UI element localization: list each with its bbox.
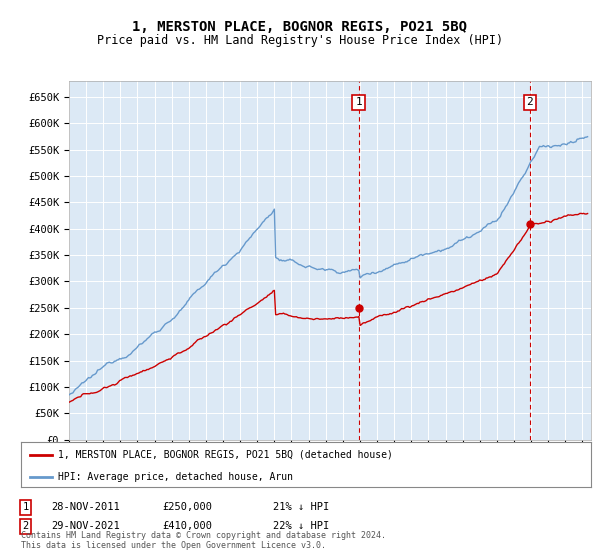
Text: 21% ↓ HPI: 21% ↓ HPI (273, 502, 329, 512)
Text: Contains HM Land Registry data © Crown copyright and database right 2024.
This d: Contains HM Land Registry data © Crown c… (21, 530, 386, 550)
Text: £250,000: £250,000 (162, 502, 212, 512)
Text: £410,000: £410,000 (162, 521, 212, 531)
Text: 22% ↓ HPI: 22% ↓ HPI (273, 521, 329, 531)
Text: 1: 1 (23, 502, 29, 512)
Text: Price paid vs. HM Land Registry's House Price Index (HPI): Price paid vs. HM Land Registry's House … (97, 34, 503, 46)
Text: 2: 2 (526, 97, 533, 108)
Text: 1, MERSTON PLACE, BOGNOR REGIS, PO21 5BQ: 1, MERSTON PLACE, BOGNOR REGIS, PO21 5BQ (133, 20, 467, 34)
Text: 1: 1 (355, 97, 362, 108)
Text: 28-NOV-2011: 28-NOV-2011 (51, 502, 120, 512)
Text: HPI: Average price, detached house, Arun: HPI: Average price, detached house, Arun (58, 472, 293, 482)
Text: 1, MERSTON PLACE, BOGNOR REGIS, PO21 5BQ (detached house): 1, MERSTON PLACE, BOGNOR REGIS, PO21 5BQ… (58, 450, 393, 460)
Text: 29-NOV-2021: 29-NOV-2021 (51, 521, 120, 531)
Text: 2: 2 (23, 521, 29, 531)
